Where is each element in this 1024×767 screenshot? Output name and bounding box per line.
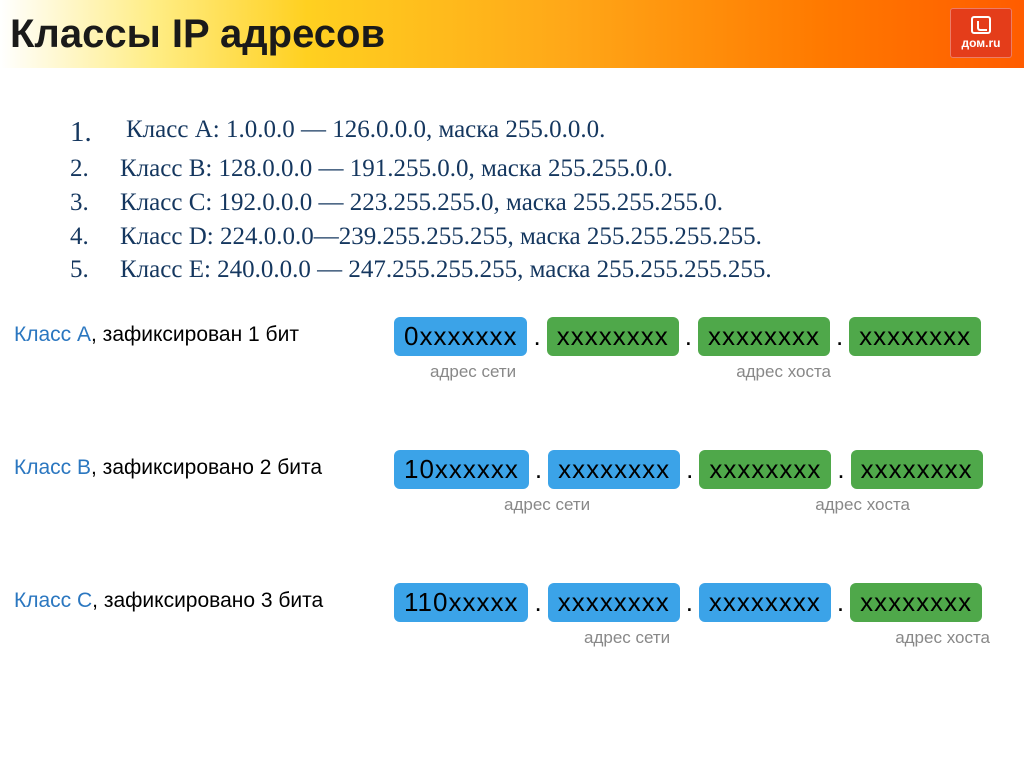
class-name: Класс B [14,456,91,479]
list-number: 3. [70,186,120,220]
dot-sep: . [529,454,548,485]
class-row-c: Класс C, зафиксировано 3 бита 110xxxxx. … [14,583,1010,648]
octet-captions: адрес сети адрес хоста [394,362,1010,382]
list-text: Класс C: 192.0.0.0 — 223.255.255.0, маск… [120,186,723,220]
dot-sep: . [680,454,699,485]
dot-sep: . [527,321,546,352]
list-text: Класс D: 224.0.0.0—239.255.255.255, маск… [120,220,762,254]
dot-sep: . [831,454,850,485]
list-number: 1. [70,113,120,152]
class-label: Класс B, зафиксировано 2 бита [14,450,394,480]
octet: 110xxxxx [394,583,528,622]
dot-sep: . [528,587,547,618]
octet-line: 0xxxxxxx. xxxxxxxx. xxxxxxxx. xxxxxxxx [394,317,1010,356]
octets-wrap: 0xxxxxxx. xxxxxxxx. xxxxxxxx. xxxxxxxx а… [394,317,1010,382]
octet: xxxxxxxx [548,583,680,622]
class-name: Класс A [14,323,91,346]
octet: 0xxxxxxx [394,317,527,356]
list-number: 2. [70,152,120,186]
class-row-b: Класс B, зафиксировано 2 бита 10xxxxxx. … [14,450,1010,515]
list-text: Класс A: 1.0.0.0 — 126.0.0.0, маска 255.… [120,113,605,152]
octets-wrap: 10xxxxxx. xxxxxxxx. xxxxxxxx. xxxxxxxx а… [394,450,1010,515]
octet: xxxxxxxx [849,317,981,356]
class-row-a: Класс A, зафиксирован 1 бит 0xxxxxxx. xx… [14,317,1010,382]
list-item: 4. Класс D: 224.0.0.0—239.255.255.255, м… [70,220,1024,254]
slide-title: Классы IP адресов [10,12,385,57]
class-list: 1. Класс A: 1.0.0.0 — 126.0.0.0, маска 2… [0,68,1024,287]
class-suffix: , зафиксировано 3 бита [92,589,323,612]
list-item: 3. Класс C: 192.0.0.0 — 223.255.255.0, м… [70,186,1024,220]
octet-line: 110xxxxx. xxxxxxxx. xxxxxxxx. xxxxxxxx [394,583,1010,622]
caption-net: адрес сети [584,628,670,648]
octet: xxxxxxxx [698,317,830,356]
brand-logo: дом.ru [950,8,1012,58]
octet-captions: адрес сети адрес хоста [394,628,1010,648]
octet-captions: адрес сети адрес хоста [394,495,1010,515]
list-item: 1. Класс A: 1.0.0.0 — 126.0.0.0, маска 2… [70,113,1024,152]
caption-host: адрес хоста [736,362,831,382]
list-number: 5. [70,253,120,287]
octet: xxxxxxxx [851,450,983,489]
logo-icon [971,16,991,34]
octet: xxxxxxxx [547,317,679,356]
list-number: 4. [70,220,120,254]
octet: xxxxxxxx [548,450,680,489]
class-name: Класс C [14,589,92,612]
octet-line: 10xxxxxx. xxxxxxxx. xxxxxxxx. xxxxxxxx [394,450,1010,489]
caption-net: адрес сети [504,495,590,515]
dot-sep: . [830,321,849,352]
list-text: Класс E: 240.0.0.0 — 247.255.255.255, ма… [120,253,772,287]
octet: xxxxxxxx [699,450,831,489]
octet: 10xxxxxx [394,450,529,489]
class-suffix: , зафиксирован 1 бит [91,323,299,346]
caption-net: адрес сети [430,362,516,382]
list-item: 5. Класс E: 240.0.0.0 — 247.255.255.255,… [70,253,1024,287]
class-suffix: , зафиксировано 2 бита [91,456,322,479]
slide-header: Классы IP адресов дом.ru [0,0,1024,68]
caption-host: адрес хоста [895,628,990,648]
octets-wrap: 110xxxxx. xxxxxxxx. xxxxxxxx. xxxxxxxx а… [394,583,1010,648]
logo-text: дом.ru [962,36,1001,50]
dot-sep: . [680,587,699,618]
octet-diagram: Класс A, зафиксирован 1 бит 0xxxxxxx. xx… [0,287,1024,648]
octet: xxxxxxxx [850,583,982,622]
list-item: 2. Класс B: 128.0.0.0 — 191.255.0.0, мас… [70,152,1024,186]
list-text: Класс B: 128.0.0.0 — 191.255.0.0, маска … [120,152,673,186]
dot-sep: . [831,587,850,618]
octet: xxxxxxxx [699,583,831,622]
caption-host: адрес хоста [815,495,910,515]
class-label: Класс A, зафиксирован 1 бит [14,317,394,347]
class-label: Класс C, зафиксировано 3 бита [14,583,394,613]
dot-sep: . [679,321,698,352]
